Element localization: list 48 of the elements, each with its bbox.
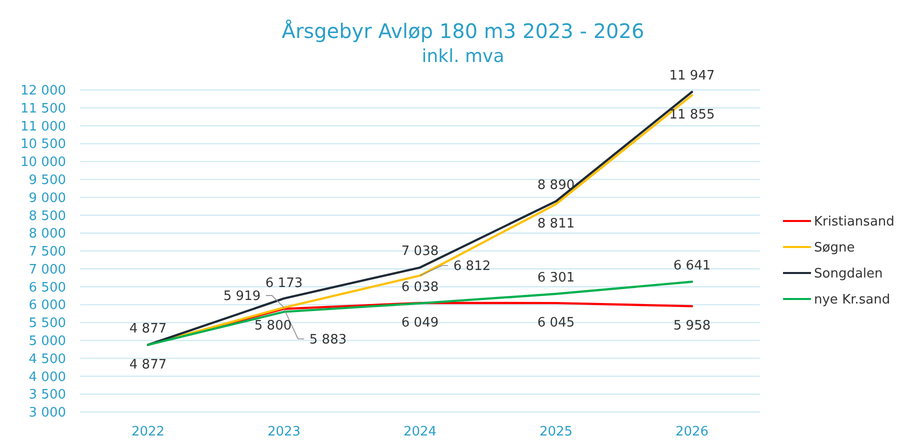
x-tick-label: 2024: [403, 424, 437, 440]
y-tick-label: 7 000: [28, 262, 66, 278]
data-label: 4 877: [129, 357, 167, 372]
y-tick-label: 6 000: [28, 298, 66, 314]
y-tick-label: 6 500: [28, 280, 66, 296]
data-label: 5 919: [223, 289, 261, 304]
data-label: 6 038: [401, 280, 439, 295]
data-label: 8 890: [537, 178, 575, 193]
data-label: 5 800: [254, 318, 292, 334]
y-tick-label: 8 500: [28, 208, 66, 224]
y-tick-label: 4 000: [28, 370, 66, 385]
y-tick-label: 7 500: [28, 244, 66, 260]
data-label: 6 812: [453, 259, 491, 274]
y-tick-label: 10 500: [20, 137, 66, 152]
data-label: 5 958: [673, 318, 711, 334]
legend-label: nye Kr.sand: [814, 292, 890, 308]
chart-title: Årsgebyr Avløp 180 m3 2023 - 2026: [282, 19, 644, 43]
data-label: 4 877: [129, 321, 167, 336]
x-tick-label: 2025: [539, 424, 573, 440]
data-label: 6 173: [265, 276, 303, 292]
x-tick-label: 2022: [131, 424, 165, 440]
x-tick-label: 2023: [267, 424, 301, 440]
y-tick-label: 3 000: [28, 406, 66, 421]
data-label: 11 855: [669, 108, 715, 123]
y-tick-label: 8 000: [28, 226, 66, 242]
y-tick-label: 12 000: [20, 84, 66, 99]
data-label: 5 883: [309, 332, 347, 348]
y-tick-label: 4 500: [28, 352, 66, 367]
legend-label: Songdalen: [814, 266, 883, 282]
data-label: 6 045: [537, 316, 575, 331]
y-tick-label: 11 000: [20, 119, 66, 134]
y-tick-label: 9 500: [28, 172, 66, 188]
y-tick-label: 11 500: [20, 101, 66, 116]
y-tick-label: 5 500: [28, 316, 66, 332]
legend-label: Kristiansand: [814, 214, 894, 230]
x-tick-label: 2026: [675, 424, 709, 440]
y-tick-label: 3 500: [28, 388, 66, 403]
data-label: 11 947: [669, 68, 715, 84]
y-tick-label: 10 000: [20, 155, 66, 170]
chart-subtitle: inkl. mva: [422, 46, 504, 67]
data-label: 6 301: [537, 270, 575, 286]
data-label: 8 811: [537, 216, 575, 232]
y-tick-label: 5 000: [28, 334, 66, 349]
data-label: 6 641: [673, 258, 711, 274]
data-label: 6 049: [401, 315, 439, 330]
y-tick-label: 9 000: [28, 190, 66, 206]
data-label: 7 038: [401, 244, 439, 260]
legend-label: Søgne: [814, 240, 855, 256]
